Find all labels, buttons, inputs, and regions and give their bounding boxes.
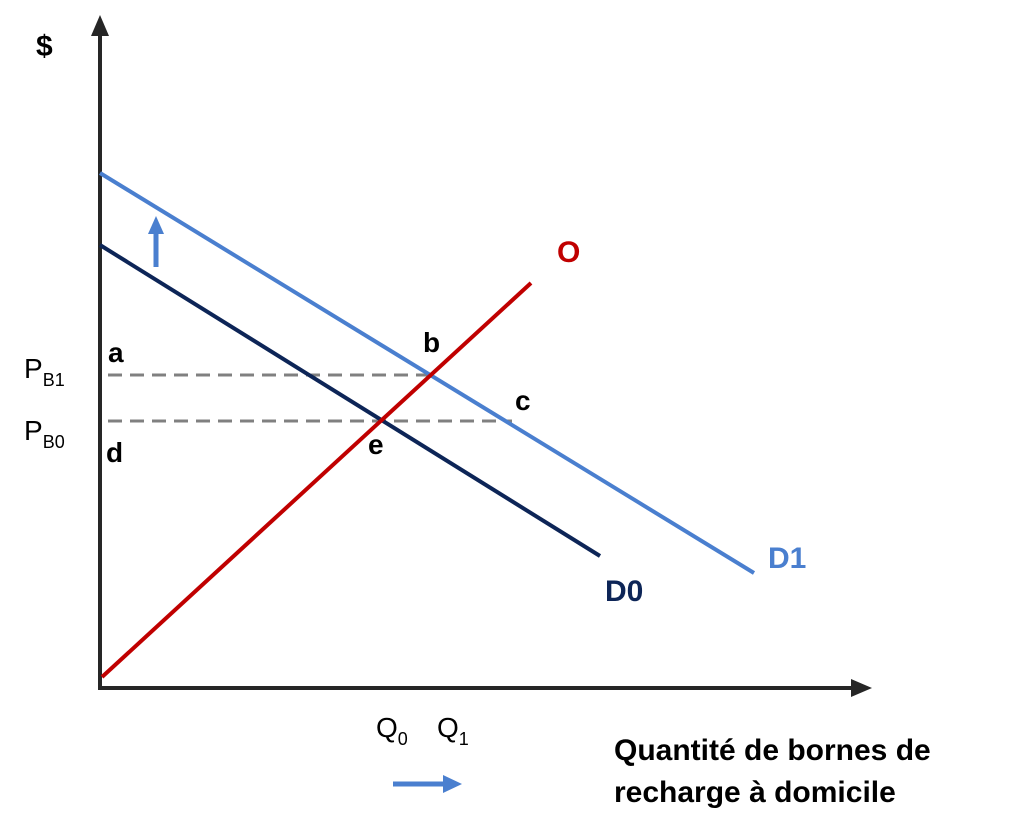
supply-label: O [557,236,580,269]
point-b-label: b [423,327,440,358]
point-c-label: c [515,385,531,416]
demand1-label: D1 [768,542,806,575]
point-e-label: e [368,429,384,460]
point-a-label: a [108,337,124,368]
quantity-shift-arrow-icon [443,775,462,793]
supply-curve-o [100,281,533,679]
point-d-label: d [106,437,123,468]
y-axis-label: $ [36,30,53,63]
demand-curve-d1 [98,171,756,575]
demand-shift-arrow-icon [148,216,164,234]
x-axis-label-line1: Quantité de bornes de [614,734,931,767]
x-axis-label-line2: recharge à domicile [614,776,896,809]
price-pb1-label: PB1 [24,353,65,390]
price-pb0-label: PB0 [24,415,65,452]
quantity-q1-label: Q1 [437,712,469,749]
x-axis-arrowhead [851,679,872,697]
y-axis-arrowhead [91,15,109,36]
quantity-q0-label: Q0 [376,712,408,749]
demand-curve-d0 [98,243,602,558]
demand0-label: D0 [605,575,643,608]
